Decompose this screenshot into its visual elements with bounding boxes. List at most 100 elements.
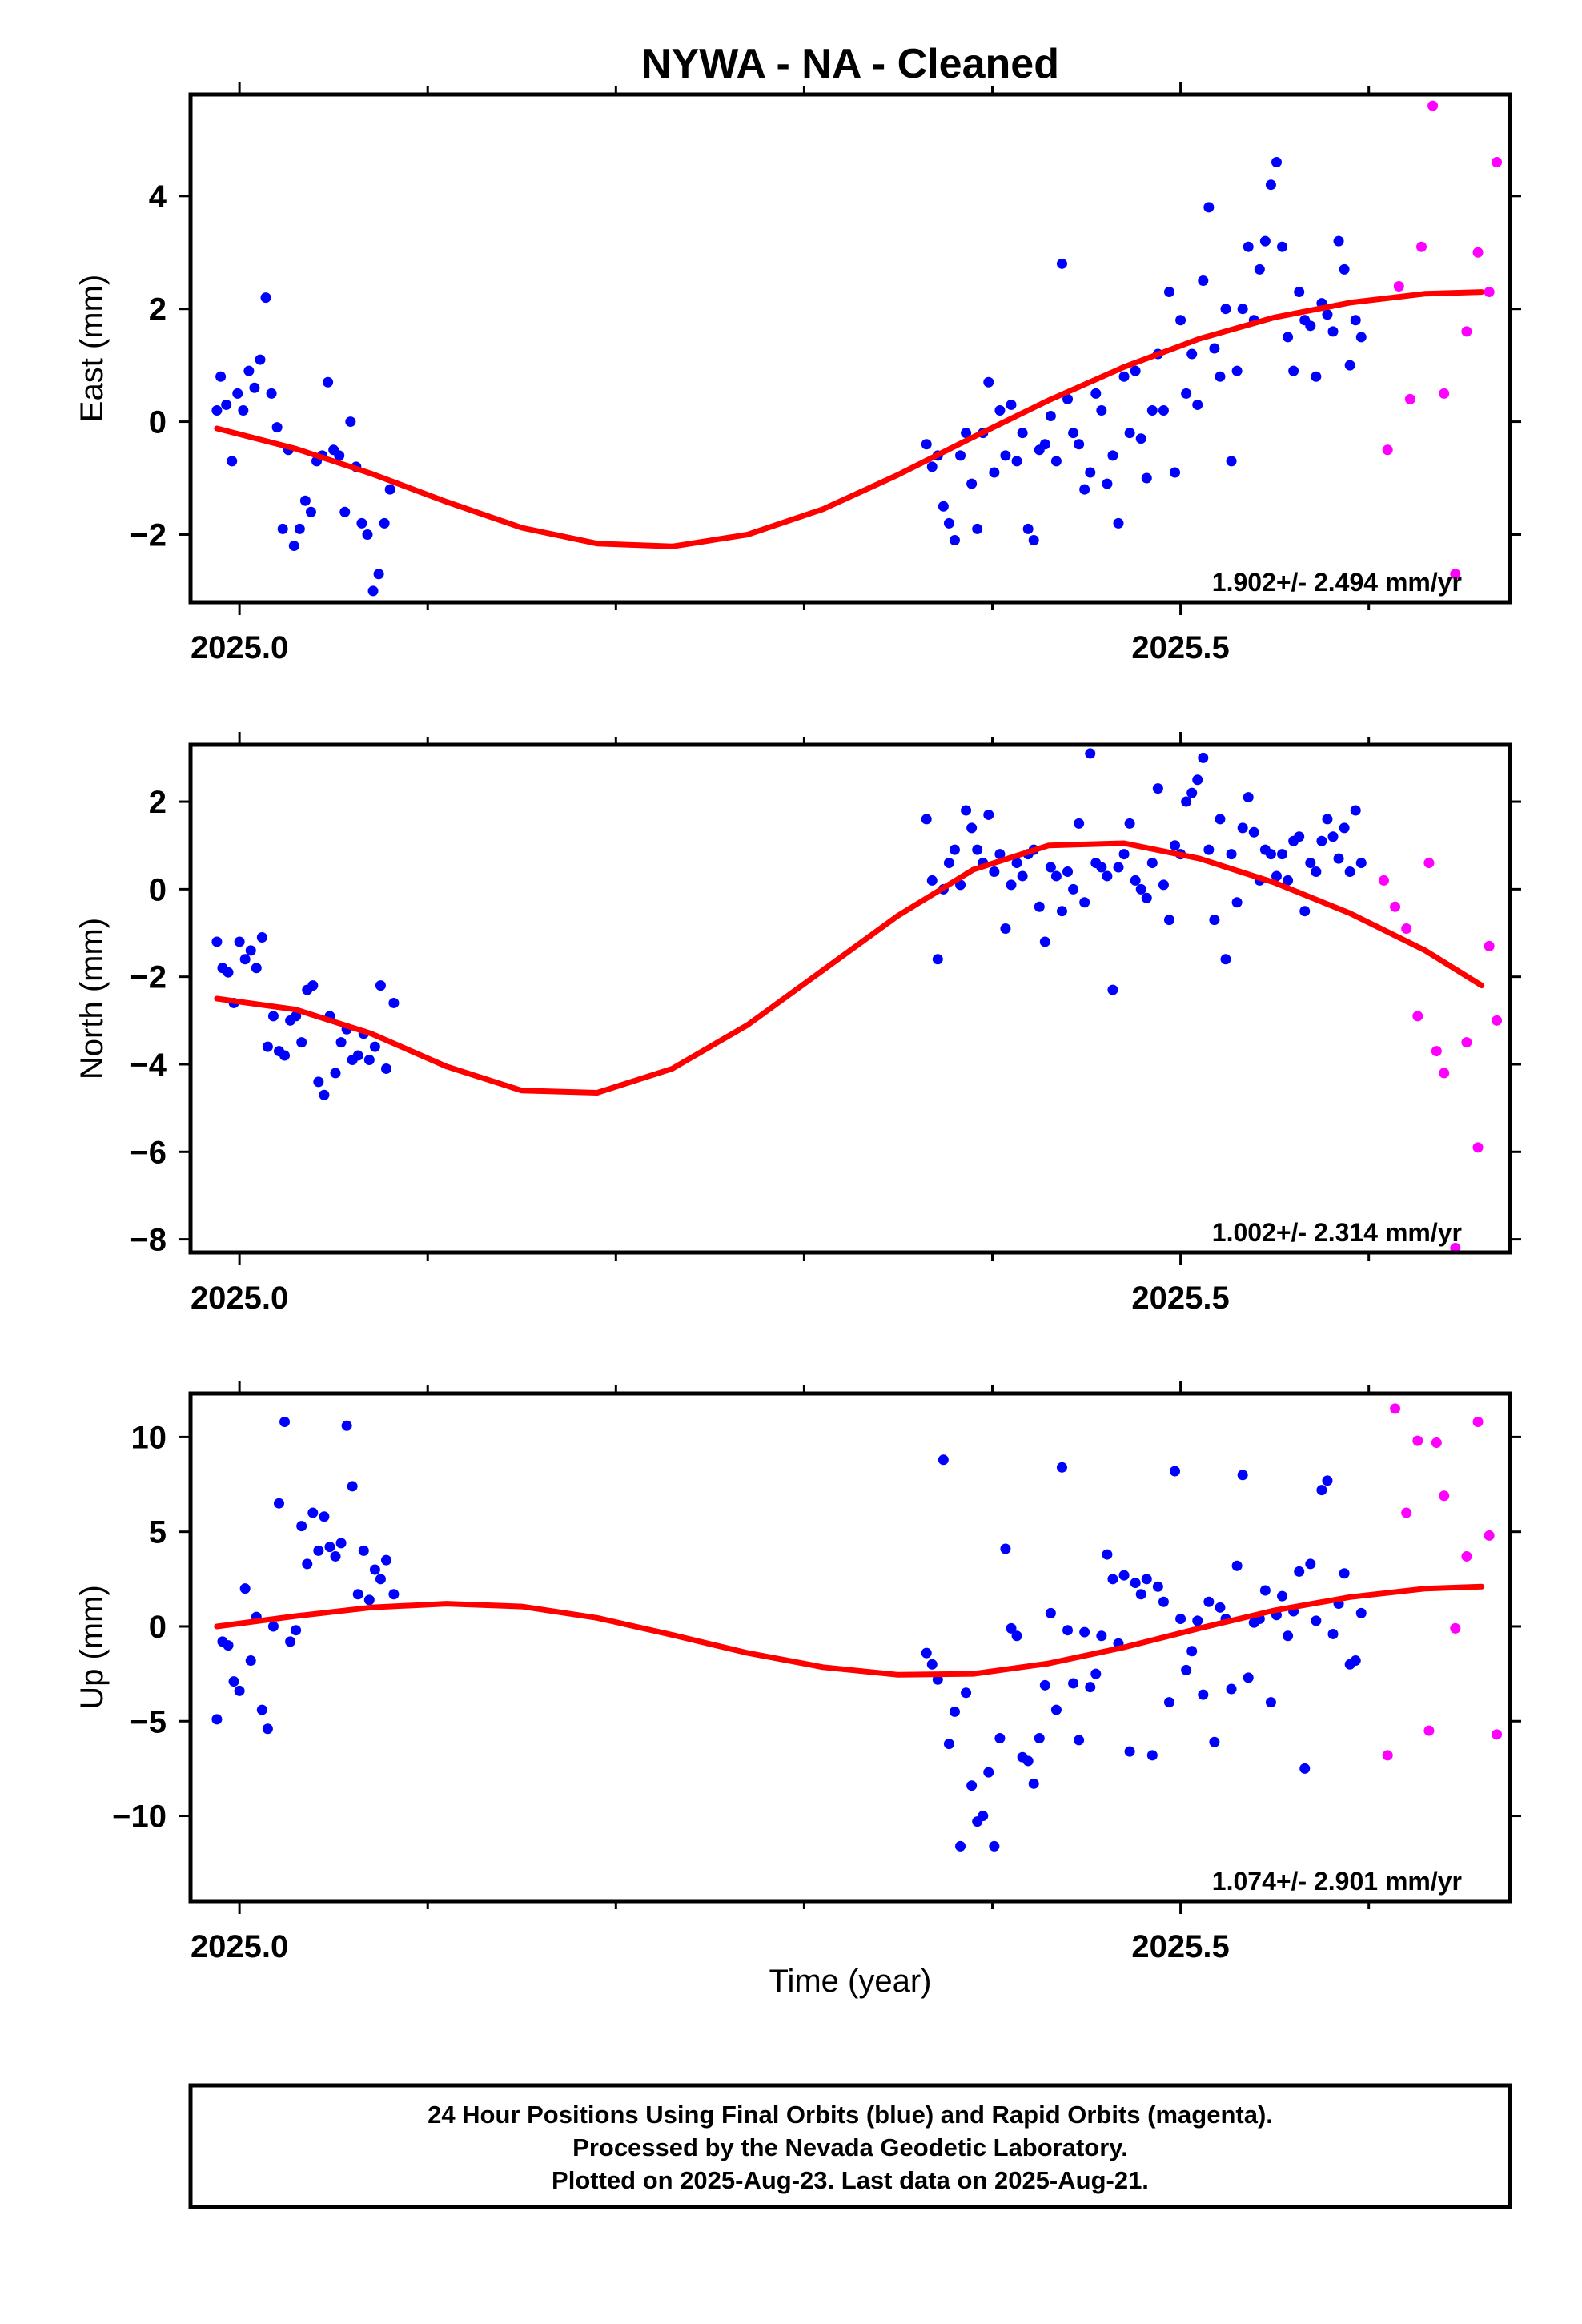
final-orbit-point bbox=[1096, 404, 1107, 416]
final-orbit-point bbox=[1050, 456, 1062, 467]
rapid-orbit-point bbox=[1390, 901, 1401, 912]
final-orbit-point bbox=[1022, 523, 1034, 534]
final-orbit-point bbox=[1344, 360, 1355, 371]
final-orbit-point bbox=[223, 1640, 234, 1651]
figure-title: NYWA - NA - Cleaned bbox=[641, 41, 1059, 87]
y-tick-label: −4 bbox=[130, 1047, 167, 1083]
final-orbit-point bbox=[1259, 235, 1271, 247]
final-orbit-point bbox=[1283, 332, 1294, 343]
final-orbit-point bbox=[1203, 844, 1215, 855]
final-orbit-point bbox=[1141, 1574, 1152, 1585]
final-orbit-point bbox=[234, 1685, 245, 1696]
final-orbit-point bbox=[234, 936, 245, 947]
rapid-orbit-point bbox=[1423, 1725, 1435, 1736]
final-orbit-point bbox=[313, 1545, 324, 1556]
rapid-orbit-point bbox=[1427, 100, 1439, 111]
final-orbit-point bbox=[1198, 275, 1209, 286]
y-tick-label: 2 bbox=[149, 785, 167, 820]
final-orbit-point bbox=[1277, 241, 1288, 252]
final-orbit-point bbox=[1146, 1750, 1158, 1761]
final-orbit-point bbox=[307, 980, 319, 991]
final-orbit-point bbox=[961, 428, 972, 439]
final-orbit-point bbox=[961, 1687, 972, 1699]
final-orbit-point bbox=[1102, 870, 1113, 882]
final-orbit-point bbox=[921, 814, 932, 825]
final-orbit-point bbox=[1158, 879, 1169, 891]
model-fit-line bbox=[214, 1583, 1485, 1678]
final-orbit-point bbox=[211, 936, 223, 947]
x-tick-label: 2025.5 bbox=[1131, 630, 1229, 665]
final-orbit-point bbox=[256, 1704, 267, 1715]
rapid-orbit-point bbox=[1484, 1530, 1495, 1541]
final-orbit-point bbox=[1316, 835, 1327, 846]
final-orbit-point bbox=[1215, 1602, 1226, 1613]
final-orbit-point bbox=[249, 382, 260, 393]
final-orbit-point bbox=[983, 1767, 994, 1778]
rapid-orbit-point bbox=[1431, 1437, 1442, 1449]
final-orbit-point bbox=[983, 376, 994, 388]
final-orbit-point bbox=[943, 858, 954, 869]
final-orbit-point bbox=[1170, 467, 1181, 478]
y-tick-label: −10 bbox=[112, 1799, 167, 1835]
final-orbit-point bbox=[1339, 263, 1350, 275]
final-orbit-point bbox=[1305, 858, 1316, 869]
final-orbit-point bbox=[232, 388, 243, 399]
final-orbit-point bbox=[938, 501, 949, 512]
final-orbit-point bbox=[1277, 849, 1288, 860]
final-orbit-point bbox=[1186, 1646, 1198, 1657]
rapid-orbit-point bbox=[1492, 157, 1503, 168]
final-orbit-point bbox=[921, 439, 932, 450]
final-orbit-point bbox=[1305, 1558, 1316, 1570]
final-orbit-point bbox=[1203, 202, 1215, 213]
final-orbit-point bbox=[978, 1811, 989, 1822]
rapid-orbit-point bbox=[1416, 241, 1427, 252]
final-orbit-point bbox=[1327, 1628, 1339, 1639]
panel-frame bbox=[188, 92, 1512, 605]
final-orbit-point bbox=[367, 585, 379, 597]
final-orbit-point bbox=[1163, 915, 1174, 926]
final-orbit-point bbox=[1107, 450, 1118, 461]
final-orbit-point bbox=[1220, 304, 1231, 315]
final-orbit-point bbox=[1181, 796, 1192, 807]
final-orbit-point bbox=[1056, 1462, 1067, 1473]
final-orbit-point bbox=[983, 809, 994, 820]
final-orbit-point bbox=[1231, 897, 1243, 908]
final-orbit-point bbox=[972, 844, 983, 855]
final-orbit-point bbox=[215, 371, 227, 382]
rapid-orbit-point bbox=[1472, 1416, 1484, 1427]
final-orbit-point bbox=[1231, 365, 1243, 376]
final-orbit-point bbox=[260, 292, 271, 304]
final-orbit-point bbox=[313, 1076, 324, 1088]
final-orbit-point bbox=[1283, 875, 1294, 886]
final-orbit-point bbox=[1243, 1672, 1254, 1683]
final-orbit-point bbox=[1045, 411, 1056, 422]
final-orbit-point bbox=[347, 1481, 358, 1492]
final-orbit-point bbox=[273, 1498, 284, 1509]
final-orbit-point bbox=[1068, 883, 1079, 895]
final-orbit-point bbox=[243, 365, 255, 376]
rapid-orbit-point bbox=[1461, 326, 1472, 337]
final-orbit-point bbox=[1000, 923, 1011, 935]
final-orbit-point bbox=[1163, 287, 1174, 298]
final-orbit-point bbox=[1322, 814, 1333, 825]
final-orbit-point bbox=[1102, 1549, 1113, 1560]
final-orbit-point bbox=[994, 404, 1006, 416]
final-orbit-point bbox=[1294, 831, 1305, 842]
rapid-orbit-point bbox=[1484, 940, 1495, 951]
final-orbit-point bbox=[966, 1780, 978, 1791]
final-orbit-point bbox=[1226, 849, 1237, 860]
final-orbit-point bbox=[1209, 343, 1220, 354]
final-orbit-point bbox=[1311, 866, 1322, 877]
final-orbit-point bbox=[1355, 1607, 1367, 1618]
footer-box bbox=[188, 2083, 1512, 2209]
y-axis-label: Up (mm) bbox=[74, 1585, 110, 1710]
final-orbit-point bbox=[1113, 862, 1124, 873]
final-orbit-point bbox=[339, 506, 351, 517]
final-orbit-point bbox=[291, 1625, 302, 1636]
final-orbit-point bbox=[345, 416, 356, 428]
final-orbit-point bbox=[245, 945, 256, 956]
final-orbit-point bbox=[1085, 1682, 1096, 1693]
final-orbit-point bbox=[375, 980, 386, 991]
final-orbit-point bbox=[1152, 783, 1163, 794]
final-orbit-point bbox=[1045, 862, 1056, 873]
